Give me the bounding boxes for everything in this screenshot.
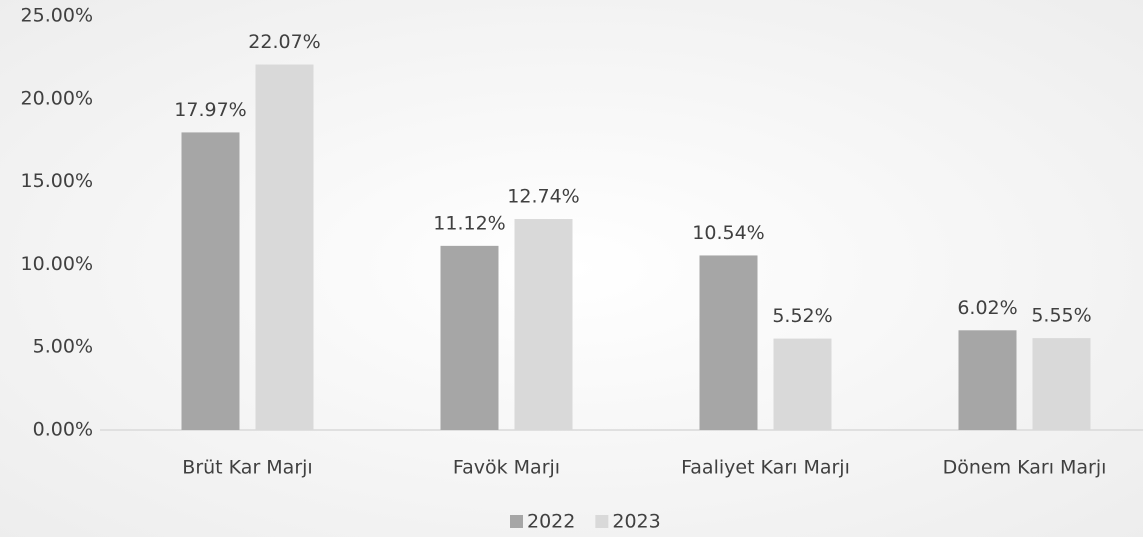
bar — [440, 245, 499, 430]
y-tick-label: 15.00% — [21, 170, 93, 192]
data-label: 12.74% — [507, 186, 579, 208]
legend-swatch — [510, 515, 523, 528]
x-tick-label: Brüt Kar Marjı — [182, 457, 312, 479]
y-tick-label: 0.00% — [33, 419, 93, 441]
x-tick-label: Dönem Karı Marjı — [943, 457, 1107, 479]
data-label: 22.07% — [248, 31, 320, 53]
data-label: 5.55% — [1031, 305, 1091, 327]
data-label: 10.54% — [692, 222, 764, 244]
bar — [773, 338, 832, 430]
y-tick-label: 5.00% — [33, 336, 93, 358]
x-tick-label: Faaliyet Karı Marjı — [681, 457, 850, 479]
y-tick-label: 20.00% — [21, 87, 93, 109]
legend-label: 2023 — [612, 511, 660, 533]
x-tick-label: Favök Marjı — [453, 457, 560, 479]
data-label: 11.12% — [433, 212, 505, 234]
bar — [958, 330, 1017, 430]
y-tick-label: 25.00% — [21, 5, 93, 27]
bar — [1032, 338, 1091, 430]
data-label: 6.02% — [957, 297, 1017, 319]
legend-label: 2022 — [527, 511, 575, 533]
legend-swatch — [595, 515, 609, 528]
bar — [699, 255, 758, 430]
bar — [181, 132, 240, 430]
y-tick-label: 10.00% — [21, 253, 93, 275]
data-label: 17.97% — [174, 99, 246, 121]
bar — [255, 64, 314, 430]
bar — [514, 219, 573, 430]
data-label: 5.52% — [772, 305, 832, 327]
